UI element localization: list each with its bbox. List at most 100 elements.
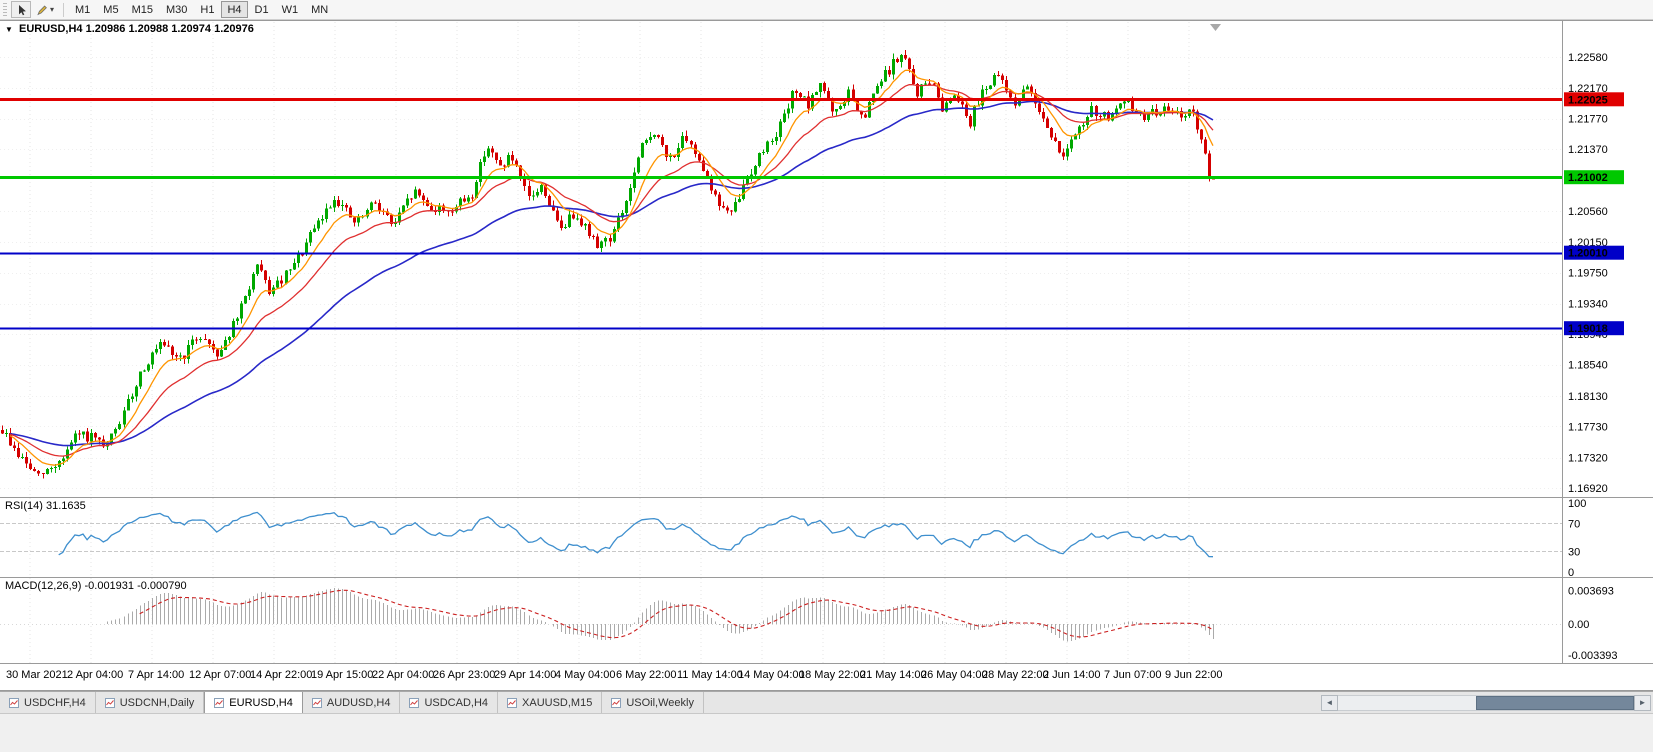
timeframe-button-m5[interactable]: M5: [97, 1, 124, 18]
tab-chart-icon: [507, 697, 518, 708]
time-axis-tick: 9 Jun 22:00: [1165, 669, 1223, 681]
macd-axis-tick: 0.00: [1568, 619, 1589, 631]
price-axis-tick: 1.21770: [1568, 114, 1608, 126]
price-tag-label: 1.19018: [1568, 323, 1608, 335]
price-axis-tick: 1.20560: [1568, 206, 1608, 218]
tab-xauusd-m15[interactable]: XAUUSD,M15: [498, 692, 603, 713]
timeframe-button-h4[interactable]: H4: [221, 1, 248, 18]
macd-signal-line: [139, 589, 1214, 639]
toolbar-grip[interactable]: [3, 2, 7, 17]
time-axis-tick: 30 Mar 2021: [6, 669, 68, 681]
tab-eurusd-h4[interactable]: EURUSD,H4: [204, 692, 303, 713]
time-axis-tick: 18 May 22:00: [799, 669, 866, 681]
timeframe-button-m15[interactable]: M15: [126, 1, 159, 18]
rsi-axis-tick: 30: [1568, 546, 1580, 558]
tab-label: USOil,Weekly: [626, 696, 694, 709]
timeframe-button-m1[interactable]: M1: [69, 1, 96, 18]
pointer-icon: [18, 4, 26, 15]
time-axis-tick: 28 May 22:00: [982, 669, 1049, 681]
tab-audusd-h4[interactable]: AUDUSD,H4: [302, 692, 401, 713]
time-axis-tick: 29 Apr 14:00: [494, 669, 556, 681]
ma-fast-line: [9, 69, 1214, 466]
tab-usdcnh-daily[interactable]: USDCNH,Daily: [95, 692, 205, 713]
scroll-right-button[interactable]: ►: [1634, 694, 1651, 711]
price-axis[interactable]: 1.225801.221701.217701.213701.205601.201…: [1568, 52, 1608, 495]
macd-axis[interactable]: 0.003693 0.00 -0.003393: [1568, 585, 1618, 661]
time-axis-tick: 19 Apr 15:00: [311, 669, 373, 681]
tabbar-spacer: [704, 692, 1321, 713]
time-axis-tick: 11 May 14:00: [677, 669, 743, 681]
tab-label: USDCAD,H4: [424, 696, 489, 709]
pencil-icon: [37, 5, 47, 15]
time-axis-tick: 7 Jun 07:00: [1104, 669, 1162, 681]
tab-usdchf-h4[interactable]: USDCHF,H4: [0, 692, 96, 713]
tab-chart-icon: [311, 697, 322, 708]
tab-label: USDCNH,Daily: [119, 696, 195, 709]
time-axis-tick: 2 Apr 04:00: [67, 669, 123, 681]
price-axis-tick: 1.19750: [1568, 268, 1608, 280]
macd-axis-tick: -0.003393: [1568, 650, 1618, 662]
price-axis-tick: 1.21370: [1568, 144, 1608, 156]
time-axis-tick: 2 Jun 14:00: [1043, 669, 1101, 681]
horizontal-lines[interactable]: [0, 98, 1562, 330]
tab-label: EURUSD,H4: [229, 696, 293, 709]
rsi-axis-tick: 70: [1568, 519, 1580, 531]
time-axis-tick: 14 May 04:00: [738, 669, 805, 681]
time-axis[interactable]: 30 Mar 2021 2 Apr 04:00 7 Apr 14:00 12 Apr …: [6, 669, 1223, 681]
rsi-axis-tick: 0: [1568, 567, 1574, 579]
price-axis-tick: 1.16920: [1568, 483, 1608, 495]
chart-shift-marker[interactable]: [1210, 24, 1221, 31]
pane-separators: [0, 20, 1653, 691]
time-axis-tick: 26 May 04:00: [921, 669, 988, 681]
tab-usoil-weekly[interactable]: USOil,Weekly: [602, 692, 704, 713]
pointer-tool-button[interactable]: [11, 1, 31, 18]
tabbar-scrollbar[interactable]: ◄ ►: [1321, 694, 1651, 711]
tab-chart-icon: [104, 697, 115, 708]
timeframe-button-h1[interactable]: H1: [194, 1, 220, 18]
price-axis-tick: 1.17320: [1568, 453, 1608, 465]
price-tags: 1.22025 1.21002 1.20010 1.19018: [1564, 92, 1624, 336]
price-axis-tick: 1.18130: [1568, 391, 1608, 403]
time-axis-tick: 7 Apr 14:00: [128, 669, 184, 681]
tab-usdcad-h4[interactable]: USDCAD,H4: [400, 692, 499, 713]
tab-chart-icon: [409, 697, 420, 708]
time-axis-tick: 22 Apr 04:00: [372, 669, 434, 681]
rsi-line: [58, 511, 1214, 558]
caret-down-icon: ▾: [50, 5, 55, 14]
ma-mid-line: [9, 83, 1214, 457]
tab-label: AUDUSD,H4: [326, 696, 391, 709]
time-axis-tick: 21 May 14:00: [860, 669, 927, 681]
price-axis-tick: 1.19340: [1568, 299, 1608, 311]
draw-tool-button[interactable]: ▾: [32, 1, 58, 18]
rsi-axis[interactable]: 100 70 30 0: [1568, 498, 1586, 579]
window-filler: [0, 713, 1653, 752]
scrollbar-track[interactable]: [1338, 694, 1634, 711]
scroll-left-button[interactable]: ◄: [1321, 694, 1338, 711]
timeframe-button-m30[interactable]: M30: [160, 1, 193, 18]
price-axis-tick: 1.17730: [1568, 421, 1608, 433]
price-tag: [1564, 245, 1624, 260]
price-axis-tick: 1.18540: [1568, 360, 1608, 372]
timeframe-button-w1[interactable]: W1: [276, 1, 305, 18]
timeframe-button-d1[interactable]: D1: [249, 1, 275, 18]
price-tag-label: 1.21002: [1568, 172, 1608, 184]
toolbar-separator: [63, 2, 65, 17]
tab-label: XAUUSD,M15: [522, 696, 593, 709]
collapse-panel-icon[interactable]: ▼: [5, 25, 13, 34]
toolbar: ▾ M1 M5 M15 M30 H1 H4 D1 W1 MN: [0, 0, 1653, 20]
price-tag-label: 1.20010: [1568, 248, 1608, 260]
price-tag: [1564, 92, 1624, 107]
ma-slow-line: [10, 100, 1214, 447]
time-axis-tick: 4 May 04:00: [555, 669, 616, 681]
scrollbar-thumb[interactable]: [1476, 695, 1634, 710]
time-axis-tick: 12 Apr 07:00: [189, 669, 251, 681]
tab-label: USDCHF,H4: [24, 696, 86, 709]
chart-tabbar: USDCHF,H4 USDCNH,Daily EURUSD,H4 AUDUSD,…: [0, 691, 1653, 713]
price-tag-label: 1.22025: [1568, 94, 1608, 106]
chart-area[interactable]: 1.22580 1.22170 1.21770 1.21370 1.20560 1.201…: [0, 20, 1653, 691]
macd-histogram: [107, 588, 1214, 642]
chart-canvas[interactable]: 1.225801.221701.217701.213701.205601.201…: [0, 20, 1653, 691]
price-axis-tick: 1.22580: [1568, 52, 1608, 64]
timeframe-button-mn[interactable]: MN: [305, 1, 334, 18]
